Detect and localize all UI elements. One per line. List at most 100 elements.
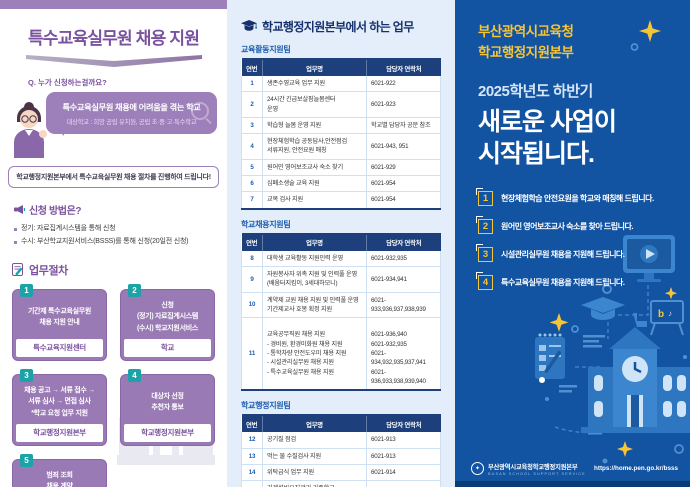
org-line1: 부산광역시교육청 — [478, 24, 574, 39]
service-item: 1 현장체험학습 안전요원을 학교와 매칭해 드립니다. — [475, 188, 690, 206]
row-number: 8 — [241, 250, 263, 267]
apply-section: 신청 방법은? 정기: 자료집계시스템을 통해 신청 수시: 부산학교지원서비스(… — [14, 202, 227, 249]
service-text: 시설관리실무원 채용을 지원해 드립니다. — [501, 249, 625, 259]
panel-duties: 학교행정지원본부에서 하는 업무 교육활동지원팀 연번 업무명 담당자 연락처 1 생존… — [227, 0, 455, 487]
duty-name: 교복 검사 지원 — [262, 191, 367, 210]
contact-number: 6021-914 — [366, 480, 441, 487]
service-text: 원어민 영어보조교사 숙소를 찾아 드립니다. — [501, 221, 634, 231]
team-name: 학교채용지원팀 — [241, 219, 291, 229]
row-number: 12 — [241, 432, 263, 449]
duty-name: 원어민 영어보조교사 숙소 찾기 — [262, 159, 367, 177]
step-description: 범죄 조회 채용 계약 자체 연수 — [46, 471, 73, 487]
process-step-box: 1 기간제 특수교육실무원 채용 지원 안내 특수교육지원센터 — [12, 283, 107, 361]
contact-number: 6021-954 — [366, 175, 441, 193]
table-row: 1 생존수영교육 업무 지원 6021-922 — [241, 76, 441, 93]
org-name: 부산광역시교육청 학교행정지원본부 — [478, 22, 690, 64]
megaphone-icon — [14, 205, 25, 214]
team-table: 연번 업무명 담당자 연락처 1 생존수영교육 업무 지원 6021-922 2 24시간 긴… — [241, 58, 441, 210]
contact-number: 6021-914 — [366, 464, 441, 482]
team-section: 학교행정지원팀 연번 업무명 담당자 연락처 12 공기질 점검 6021-913 13 먹는… — [241, 400, 441, 487]
table-row: 10 계약제 교원 채용 지원 및 인력풀 운영 기간제교사 호봉 획정 지원 60… — [241, 292, 441, 319]
contact-number: 6021-933,936,937,938,939 — [366, 292, 441, 319]
duty-name: 학습형 늘봄 운영 지원 — [262, 117, 367, 135]
step-owner: 학교행정지원본부 — [124, 423, 211, 442]
table-row: 13 먹는 물 수질검사 지원 6021-913 — [241, 448, 441, 465]
column-header: 연번 — [241, 59, 263, 76]
cover-content: 부산광역시교육청 학교행정지원본부 2025학년도 하반기 새로운 사업이 시작… — [455, 0, 690, 290]
graduation-cap-icon — [241, 20, 257, 31]
team-name: 학교행정지원팀 — [241, 401, 291, 411]
headline-line1: 새로운 사업이 — [478, 107, 617, 136]
panel-cover: 부산광역시교육청 학교행정지원본부 2025학년도 하반기 새로운 사업이 시작… — [455, 0, 690, 487]
cover-subtitle: 2025학년도 하반기 — [478, 82, 593, 100]
duty-name: 공기질 점검 — [262, 432, 367, 449]
service-number-badge: 2 — [475, 216, 493, 234]
row-number: 4 — [241, 133, 263, 160]
table-row: 2 24시간 긴급보살핌늘봄센터 운영 6021-923 — [241, 91, 441, 118]
team-table-container: 연번 업무명 담당자 연락처 12 공기질 점검 6021-913 13 먹는 물 수질검사 … — [241, 414, 441, 487]
team-section: 학교채용지원팀 연번 업무명 담당자 연락처 8 대학생 교육활동 지원인력 운영 602… — [241, 219, 441, 392]
duty-name: 대학생 교육활동 지원인력 운영 — [262, 250, 367, 267]
team-table: 연번 업무명 담당자 연락처 12 공기질 점검 6021-913 13 먹는 물 수질검사 … — [241, 414, 441, 487]
sparkle-icon — [630, 20, 661, 51]
duty-name: 계약제 교원 채용 지원 및 인력풀 운영 기간제교사 호봉 획정 지원 — [262, 292, 367, 319]
duty-name: 24시간 긴급보살핌늘봄센터 운영 — [262, 91, 367, 118]
process-steps-grid: 1 기간제 특수교육실무원 채용 지원 안내 특수교육지원센터 2 신청 (정기) 자료… — [12, 283, 215, 487]
notice-box: 학교행정지원본부에서 특수교육실무원 채용 절차를 진행하여 드립니다! — [8, 166, 219, 188]
duties-title: 학교행정지원본부에서 하는 업무 — [262, 20, 414, 34]
service-item: 4 특수교육실무원 채용을 지원해 드립니다. — [475, 272, 690, 290]
row-number: 6 — [241, 175, 263, 193]
org-emblem-icon: ✦ — [471, 462, 484, 476]
consultant-person-illustration — [14, 102, 47, 158]
headline-line2: 시작됩니다. — [478, 139, 595, 168]
step-owner: 학교행정지원본부 — [16, 423, 103, 442]
step-number-badge: 4 — [128, 368, 141, 382]
team-table: 연번 업무명 담당자 연락처 8 대학생 교육활동 지원인력 운영 6021-932,93… — [241, 232, 441, 392]
table-row: 7 교복 검사 지원 6021-954 — [241, 191, 441, 210]
step-number-badge: 2 — [128, 283, 141, 297]
column-header: 업무명 — [262, 233, 367, 251]
step-owner: 학교 — [124, 338, 211, 357]
duty-name: 교육공무직원 채용 지원 - 경비원, 환경미화원 채용 지원 - 통학차량 안… — [262, 317, 367, 391]
magnifier-icon — [191, 102, 209, 120]
contact-number: 6021-913 — [366, 432, 441, 449]
service-number-badge: 3 — [475, 244, 493, 262]
service-text: 특수교육실무원 채용을 지원해 드립니다. — [501, 277, 625, 287]
cover-headline: 새로운 사업이 시작됩니다. — [478, 106, 690, 170]
speech-bubble: 특수교육실무원 채용에 어려움을 겪는 학교 대상학교 : 희망 공립 유치원,… — [46, 92, 217, 136]
row-number: 2 — [241, 91, 263, 118]
step-number-badge: 3 — [20, 368, 33, 382]
clipboard-illustration — [535, 333, 565, 383]
apply-method-item: 정기: 자료집계시스템을 통해 신청 — [14, 222, 227, 235]
step-number-badge: 5 — [20, 453, 33, 467]
service-item: 3 시설관리실무원 채용을 지원해 드립니다. — [475, 244, 690, 262]
column-header: 담당자 연락처 — [366, 59, 441, 76]
bubble-main-text: 특수교육실무원 채용에 어려움을 겪는 학교 — [62, 103, 201, 112]
contact-number: 6021-913 — [366, 448, 441, 465]
service-number-badge: 4 — [475, 272, 493, 290]
apply-section-header: 신청 방법은? — [14, 202, 227, 217]
step-description: 대상자 선정 추천자 통보 — [151, 392, 184, 412]
team-table-container: 연번 업무명 담당자 연락처 8 대학생 교육활동 지원인력 운영 6021-932,93… — [241, 232, 441, 392]
apply-method-item: 수시: 부산학교지원서비스(BSSS)를 통해 신청(20일전 신청) — [14, 235, 227, 248]
column-header: 업무명 — [262, 415, 367, 433]
duty-name: 기계설비유지관리 기준학교 성능점검 지원 — [262, 480, 367, 487]
contact-number: 6021-929 — [366, 159, 441, 177]
contact-number: 학교별 담당자 공문 참조 — [366, 117, 441, 135]
column-header: 연번 — [241, 233, 263, 251]
table-row: 9 자원봉사자 위촉 지원 및 인력풀 운영 (배움터지킴이, 3세대하모니) 60… — [241, 266, 441, 293]
service-number-badge: 1 — [475, 188, 493, 206]
process-title: 업무절차 — [29, 264, 68, 277]
table-row: 14 위탁급식 업무 지원 6021-914 — [241, 464, 441, 482]
row-number: 5 — [241, 159, 263, 177]
row-number: 10 — [241, 292, 263, 319]
contact-number: 6021-923 — [366, 91, 441, 118]
service-list: 1 현장체험학습 안전요원을 학교와 매칭해 드립니다. 2 원어민 영어보조교사 숙… — [475, 188, 690, 290]
pencil-note-icon — [12, 263, 23, 277]
contact-number: 6021-936,940 6021-932,935 6021-934,932,9… — [366, 317, 441, 391]
table-row: 4 현장체험학습 공동답사,안전점검 서류지원, 안전요원 매칭 6021-943,… — [241, 133, 441, 160]
column-header: 업무명 — [262, 59, 367, 76]
panel-special-education: 특수교육실무원 채용 지원 Q. 누가 신청하는걸까요? 특수교육실무원 채용에… — [0, 0, 227, 487]
website-url-link[interactable]: https://home.pen.go.kr/bsss — [594, 465, 678, 473]
